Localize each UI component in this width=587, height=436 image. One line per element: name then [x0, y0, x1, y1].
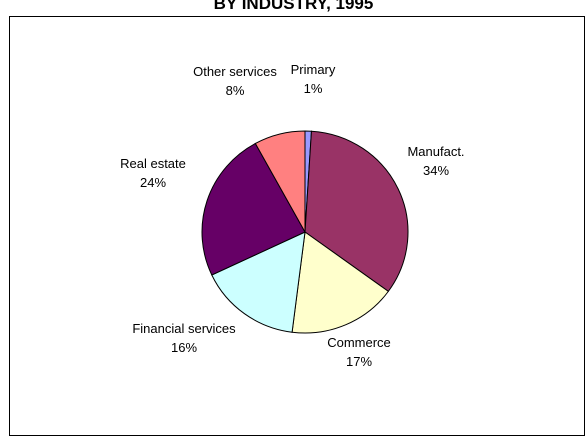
- pie-slices: [201, 130, 409, 334]
- pie-labels: Primary 1% Manufact. 34% Commerce 17% Financia…: [120, 62, 464, 369]
- slice-label: Manufact.: [407, 144, 464, 159]
- pie-slice-manufact: [304, 130, 409, 293]
- pie-slice-commerce: [291, 231, 390, 334]
- slice-percent-label: 1%: [304, 81, 323, 96]
- slice-percent-label: 34%: [423, 163, 449, 178]
- slice-percent-label: 24%: [140, 175, 166, 190]
- slice-label: Commerce: [327, 335, 391, 350]
- slice-percent-label: 8%: [226, 83, 245, 98]
- slice-percent-label: 17%: [346, 354, 372, 369]
- slice-label: Real estate: [120, 156, 186, 171]
- pie-slice-other-services: [254, 130, 306, 234]
- slice-label: Other services: [193, 64, 277, 79]
- slice-percent-label: 16%: [171, 340, 197, 355]
- pie-slice-real-estate: [201, 142, 306, 276]
- slice-label: Primary: [291, 62, 336, 77]
- pie-slice-financial-services: [211, 231, 306, 333]
- chart-title: BY INDUSTRY, 1995: [213, 0, 374, 13]
- slice-label: Financial services: [132, 321, 236, 336]
